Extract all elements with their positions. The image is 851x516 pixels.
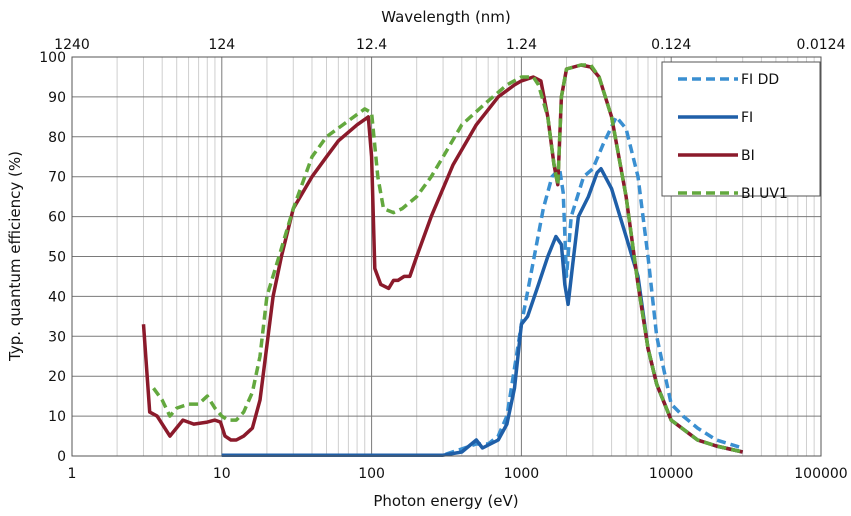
x-tick-label: 100000	[794, 466, 847, 482]
x2-tick-label: 124	[208, 37, 235, 53]
series-lines	[141, 63, 744, 457]
series-line-bi	[141, 63, 744, 454]
grid	[71, 56, 822, 457]
x2-tick-label: 0.124	[651, 37, 691, 53]
x-tick-label: 1000	[504, 466, 540, 482]
y-axis-title: Typ. quantum efficiency (%)	[6, 151, 24, 362]
plot-frame	[71, 56, 822, 457]
x-axis-title: Photon energy (eV)	[373, 492, 518, 510]
series-line-fi-dd	[221, 115, 744, 457]
legend-label: BI	[741, 148, 755, 164]
x2-tick-label: 1240	[54, 37, 90, 53]
legend-label: FI	[741, 110, 753, 126]
y-tick-label: 90	[48, 90, 66, 106]
y-tick-label: 10	[48, 409, 66, 425]
x-tick-label: 100	[358, 466, 385, 482]
y-tick-label: 60	[48, 210, 66, 226]
y-tick-label: 100	[39, 50, 66, 66]
y-tick-label: 50	[48, 250, 66, 266]
x-tick-label: 10	[213, 466, 231, 482]
x2-axis-title: Wavelength (nm)	[381, 8, 511, 26]
y-tick-label: 40	[48, 289, 66, 305]
x2-tick-label: 0.0124	[797, 37, 846, 53]
x-tick-label: 10000	[649, 466, 694, 482]
x2-tick-label: 1.24	[506, 37, 537, 53]
x2-tick-label: 12.4	[356, 37, 387, 53]
legend: FI DD FI BI BI UV1	[661, 61, 821, 202]
legend-label: FI DD	[741, 72, 779, 88]
x-tick-label: 1	[68, 466, 77, 482]
y-tick-label: 0	[57, 449, 66, 465]
legend-box	[661, 61, 821, 197]
y-tick-label: 80	[48, 130, 66, 146]
legend-label: BI UV1	[741, 186, 788, 202]
y-tick-label: 30	[48, 329, 66, 345]
y-tick-label: 20	[48, 369, 66, 385]
y-tick-label: 70	[48, 170, 66, 186]
series-line-bi-uv1	[152, 63, 744, 454]
